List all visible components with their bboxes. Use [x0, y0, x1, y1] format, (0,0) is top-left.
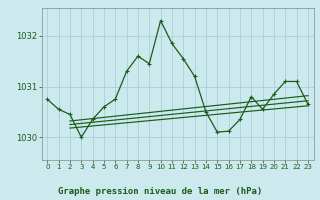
Text: Graphe pression niveau de la mer (hPa): Graphe pression niveau de la mer (hPa): [58, 187, 262, 196]
